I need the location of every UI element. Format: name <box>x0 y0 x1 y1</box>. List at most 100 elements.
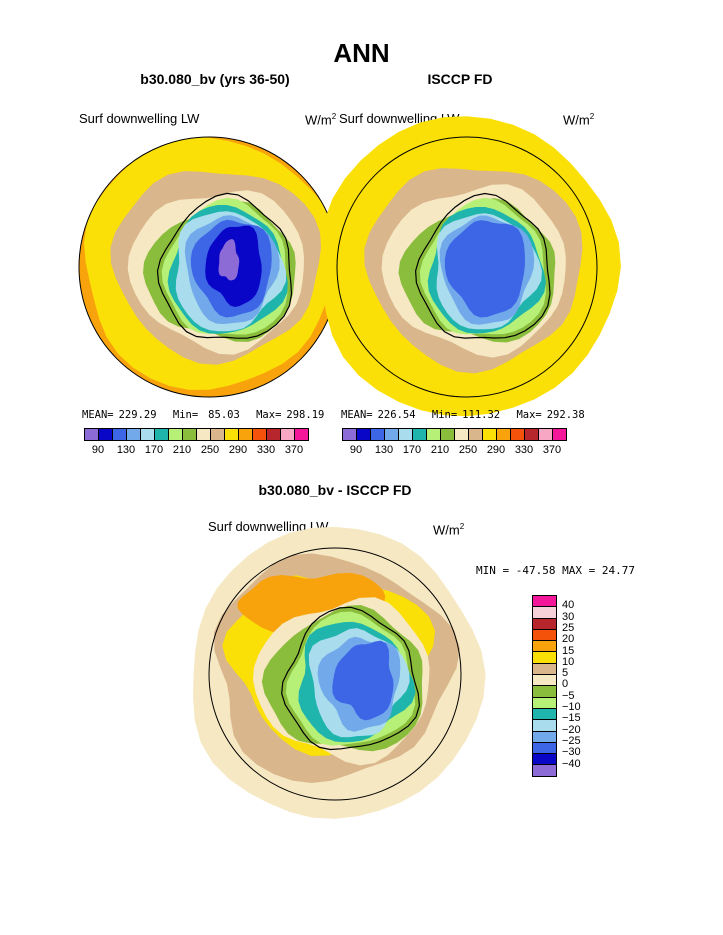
panel1-max-label: Max= <box>256 409 282 421</box>
panel1-colorbar-swatch-14 <box>280 428 295 441</box>
panel2-colorbar-swatch-7 <box>440 428 455 441</box>
panel1-colorbar-tick-0: 90 <box>91 444 105 456</box>
panel1-colorbar-tick-4: 250 <box>200 444 220 456</box>
panel1-colorbar-tick-3: 210 <box>172 444 192 456</box>
panel3-colorbar-label-6: 5 <box>562 667 569 680</box>
panel3-colorbar-label-1: 30 <box>562 610 575 623</box>
panel3-colorbar-label-7: 0 <box>562 678 569 691</box>
panel1-colorbar-swatch-13 <box>266 428 281 441</box>
panel2-colorbar-swatch-5 <box>412 428 427 441</box>
panel2-colorbar-swatch-9 <box>468 428 483 441</box>
panel[object Object]-land-band-4 <box>444 220 525 318</box>
panel2-polar-map <box>320 116 621 417</box>
panel2-colorbar <box>342 428 567 441</box>
panel1-colorbar-swatch-10 <box>224 428 239 441</box>
panel3-colorbar-label-2: 25 <box>562 621 575 634</box>
panel2-colorbar-swatch-13 <box>524 428 539 441</box>
panel2-stats: MEAN= 226.54 Min= 111.32 Max= 292.38 <box>341 409 585 421</box>
panel3-units: W/m2 <box>433 522 465 538</box>
panel2-title: ISCCP FD <box>427 71 493 87</box>
panel1-mean-value: 229.29 <box>118 409 157 421</box>
page-title: ANN <box>333 38 390 68</box>
panel2-colorbar-tick-0: 90 <box>349 444 363 456</box>
panel2-min-value: 111.32 <box>462 409 501 421</box>
panel3-title: b30.080_bv - ISCCP FD <box>258 482 412 498</box>
panel3-colorbar-label-8: −5 <box>562 689 575 702</box>
panel2-max-label: Max= <box>516 409 542 421</box>
panel3-variable-label: Surf downwelling LW <box>208 519 329 534</box>
panel[object Object]-land-band-4 <box>332 640 394 721</box>
panel[object Object]-map-border <box>208 547 462 801</box>
panel2-colorbar-tick-3: 210 <box>430 444 450 456</box>
panel2-colorbar-swatch-6 <box>426 428 441 441</box>
panel2-colorbar-swatch-8 <box>454 428 469 441</box>
panel1-colorbar-swatch-5 <box>154 428 169 441</box>
panel3-colorbar-label-3: 20 <box>562 633 575 646</box>
panel2-colorbar-swatch-15 <box>552 428 567 441</box>
panel1-colorbar-swatch-15 <box>294 428 309 441</box>
panel1-colorbar-swatch-11 <box>238 428 253 441</box>
panel3-colorbar-labels: 40 30 25 20 15 10 5 0 −5 −10 −15 −20 −25 −30 −40 <box>562 595 602 795</box>
panel2-colorbar-swatch-14 <box>538 428 553 441</box>
panel3-colorbar-label-4: 15 <box>562 644 575 657</box>
panel1-mean-label: MEAN= <box>82 409 114 421</box>
panel2-colorbar-swatch-4 <box>398 428 413 441</box>
panel1-colorbar-swatch-2 <box>112 428 127 441</box>
panel2-colorbar-swatch-11 <box>496 428 511 441</box>
panel1-polar-map <box>78 136 340 398</box>
panel3-colorbar-label-5: 10 <box>562 655 575 668</box>
panel3-colorbar-label-14: −40 <box>562 757 581 770</box>
panel1-stats: MEAN= 229.29 Min= 85.03 Max= 298.19 <box>82 409 324 421</box>
panel[object Object]-coastline <box>281 606 421 751</box>
panel1-colorbar-tick-6: 330 <box>256 444 276 456</box>
panel1-colorbar-swatch-1 <box>98 428 113 441</box>
panel1-colorbar-swatch-7 <box>182 428 197 441</box>
panel1-colorbar-swatch-3 <box>126 428 141 441</box>
panel1-min-label: Min= <box>172 409 199 421</box>
panel2-colorbar-tick-1: 130 <box>374 444 394 456</box>
panel3-polar-map <box>193 526 486 819</box>
panel3-colorbar-swatch-15 <box>532 764 557 777</box>
panel1-colorbar-tick-2: 170 <box>144 444 164 456</box>
panel3-stats: MIN = -47.58 MAX = 24.77 <box>476 564 635 577</box>
panel1-units: W/m2 <box>305 112 337 128</box>
panelnull-land-band-6 <box>218 239 240 281</box>
panel[object Object]-coastline <box>414 192 551 339</box>
panel3-colorbar <box>532 595 557 777</box>
panel3-colorbar-label-11: −20 <box>562 723 581 736</box>
panel2-max-value: 292.38 <box>546 409 585 421</box>
panel2-colorbar-swatch-0 <box>342 428 357 441</box>
panel1-variable-label: Surf downwelling LW <box>79 111 200 126</box>
panel1-colorbar-swatch-0 <box>84 428 99 441</box>
panelnull-coastline <box>156 192 293 339</box>
panel2-colorbar-tick-2: 170 <box>402 444 422 456</box>
panel1-colorbar-swatch-9 <box>210 428 225 441</box>
panel1-colorbar-swatch-12 <box>252 428 267 441</box>
panel2-units: W/m2 <box>563 112 595 128</box>
panel[object Object]-map-border <box>336 136 598 398</box>
panel1-colorbar-swatch-6 <box>168 428 183 441</box>
panel2-colorbar-tick-5: 290 <box>486 444 506 456</box>
panel3-colorbar-label-0: 40 <box>562 599 575 612</box>
panel2-min-label: Min= <box>431 409 458 421</box>
panel2-mean-value: 226.54 <box>377 409 416 421</box>
panel1-min-value: 85.03 <box>208 409 240 421</box>
panel1-colorbar-tick-7: 370 <box>284 444 304 456</box>
panel1-title: b30.080_bv (yrs 36-50) <box>140 71 290 87</box>
panel2-colorbar-swatch-2 <box>370 428 385 441</box>
panel1-colorbar <box>84 428 309 441</box>
panel1-colorbar-tick-1: 130 <box>116 444 136 456</box>
panel2-colorbar-swatch-3 <box>384 428 399 441</box>
panel1-colorbar-swatch-4 <box>140 428 155 441</box>
panel3-colorbar-label-12: −25 <box>562 734 581 747</box>
panel2-mean-label: MEAN= <box>341 409 373 421</box>
panel3-colorbar-label-9: −10 <box>562 701 581 713</box>
panel2-colorbar-ticks: 90 130 170 210 250 290 330 370 <box>342 444 582 458</box>
panel2-colorbar-swatch-1 <box>356 428 371 441</box>
panel2-colorbar-tick-7: 370 <box>542 444 562 456</box>
panel2-colorbar-swatch-12 <box>510 428 525 441</box>
panel3-colorbar-label-10: −15 <box>562 712 581 725</box>
panel1-max-value: 298.19 <box>286 409 325 421</box>
panel2-colorbar-tick-4: 250 <box>458 444 478 456</box>
panel2-colorbar-swatch-10 <box>482 428 497 441</box>
